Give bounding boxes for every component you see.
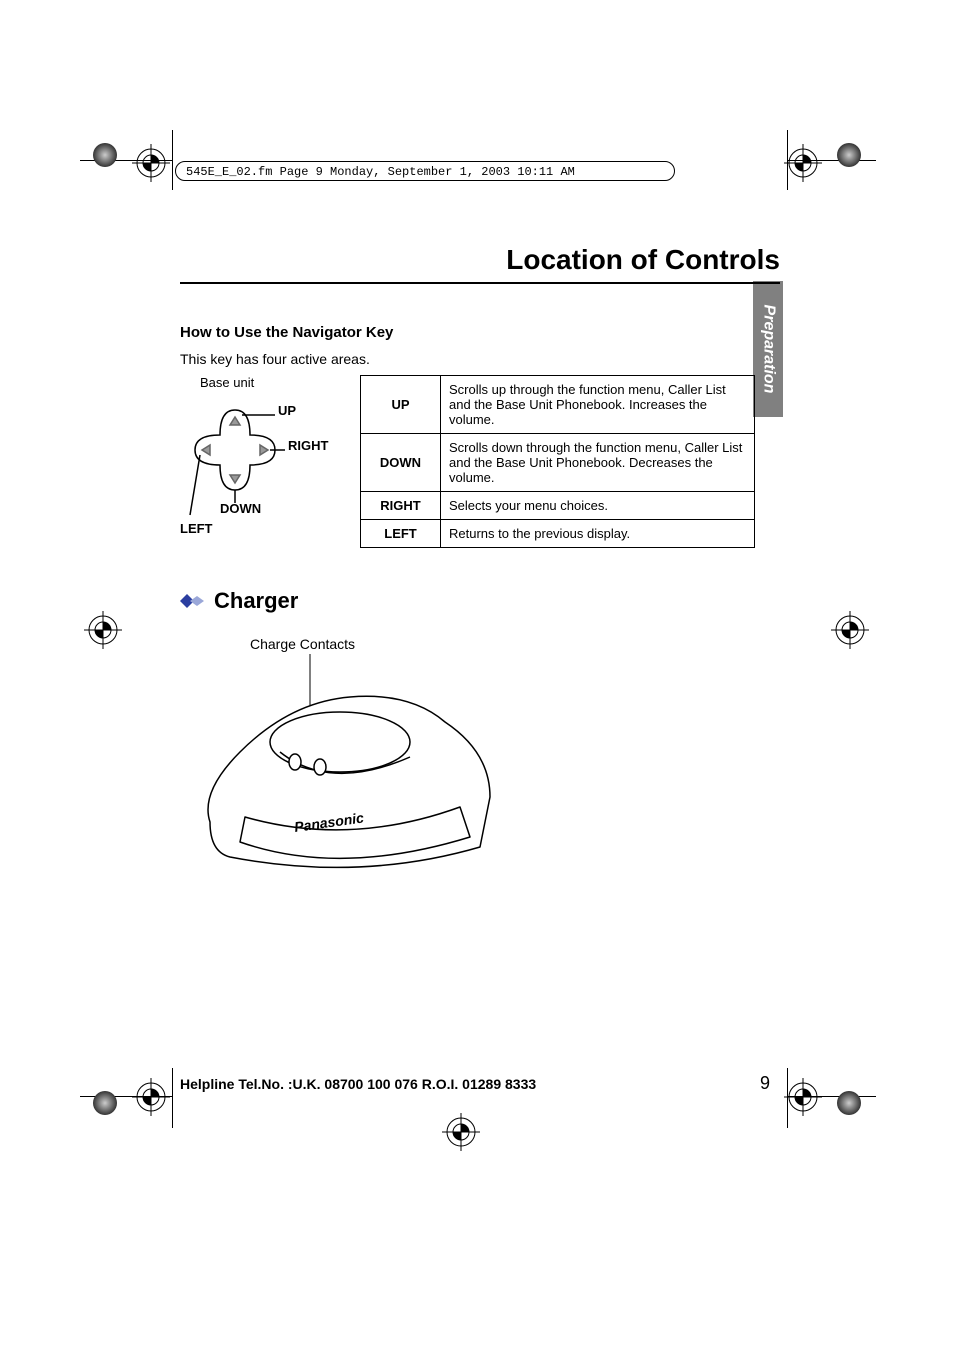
page-footer: Helpline Tel.No. :U.K. 08700 100 076 R.O…: [180, 1073, 770, 1094]
registration-mark-icon: [834, 140, 864, 170]
table-row: RIGHT Selects your menu choices.: [361, 491, 755, 519]
page-number: 9: [720, 1073, 770, 1094]
navkey-down-label: DOWN: [220, 501, 261, 516]
navkey-intro: This key has four active areas.: [180, 351, 780, 367]
charger-diagram: Charge Contacts Panasonic: [180, 632, 600, 912]
navkey-right-label: RIGHT: [288, 438, 328, 453]
manual-page: 545E_E_02.fm Page 9 Monday, September 1,…: [0, 0, 954, 1351]
navkey-heading: How to Use the Navigator Key: [180, 324, 780, 341]
crosshair-icon: [132, 1078, 170, 1116]
charger-heading-row: Charger: [180, 588, 780, 614]
navkey-cell-desc: Scrolls down through the function menu, …: [441, 433, 755, 491]
table-row: LEFT Returns to the previous display.: [361, 519, 755, 547]
navkey-cell-desc: Scrolls up through the function menu, Ca…: [441, 375, 755, 433]
navkey-cell-desc: Returns to the previous display.: [441, 519, 755, 547]
charger-heading: Charger: [214, 588, 298, 614]
page-meta-text: 545E_E_02.fm Page 9 Monday, September 1,…: [186, 165, 575, 179]
crosshair-icon: [84, 611, 122, 649]
table-row: UP Scrolls up through the function menu,…: [361, 375, 755, 433]
registration-mark-icon: [834, 1088, 864, 1118]
helpline-text: Helpline Tel.No. :U.K. 08700 100 076 R.O…: [180, 1076, 536, 1092]
navkey-cell-key: DOWN: [361, 433, 441, 491]
navkey-base-label: Base unit: [200, 375, 254, 390]
navkey-cell-key: LEFT: [361, 519, 441, 547]
registration-mark-icon: [90, 140, 120, 170]
navkey-section: Base unit: [180, 375, 780, 548]
crosshair-icon: [132, 144, 170, 182]
navkey-diagram: Base unit: [180, 375, 340, 545]
crosshair-icon: [831, 611, 869, 649]
navkey-cell-key: RIGHT: [361, 491, 441, 519]
navkey-left-label: LEFT: [180, 521, 213, 536]
crosshair-icon: [442, 1113, 480, 1151]
crop-line: [172, 1068, 173, 1128]
navkey-table: UP Scrolls up through the function menu,…: [360, 375, 755, 548]
table-row: DOWN Scrolls down through the function m…: [361, 433, 755, 491]
navkey-up-label: UP: [278, 403, 296, 418]
registration-mark-icon: [90, 1088, 120, 1118]
navkey-cell-desc: Selects your menu choices.: [441, 491, 755, 519]
content-region: Location of Controls How to Use the Navi…: [180, 225, 780, 912]
crosshair-icon: [784, 144, 822, 182]
crosshair-icon: [784, 1078, 822, 1116]
crop-line: [172, 130, 173, 190]
navkey-cell-key: UP: [361, 375, 441, 433]
diamond-bullet-icon: [180, 593, 206, 609]
page-title: Location of Controls: [180, 244, 780, 284]
